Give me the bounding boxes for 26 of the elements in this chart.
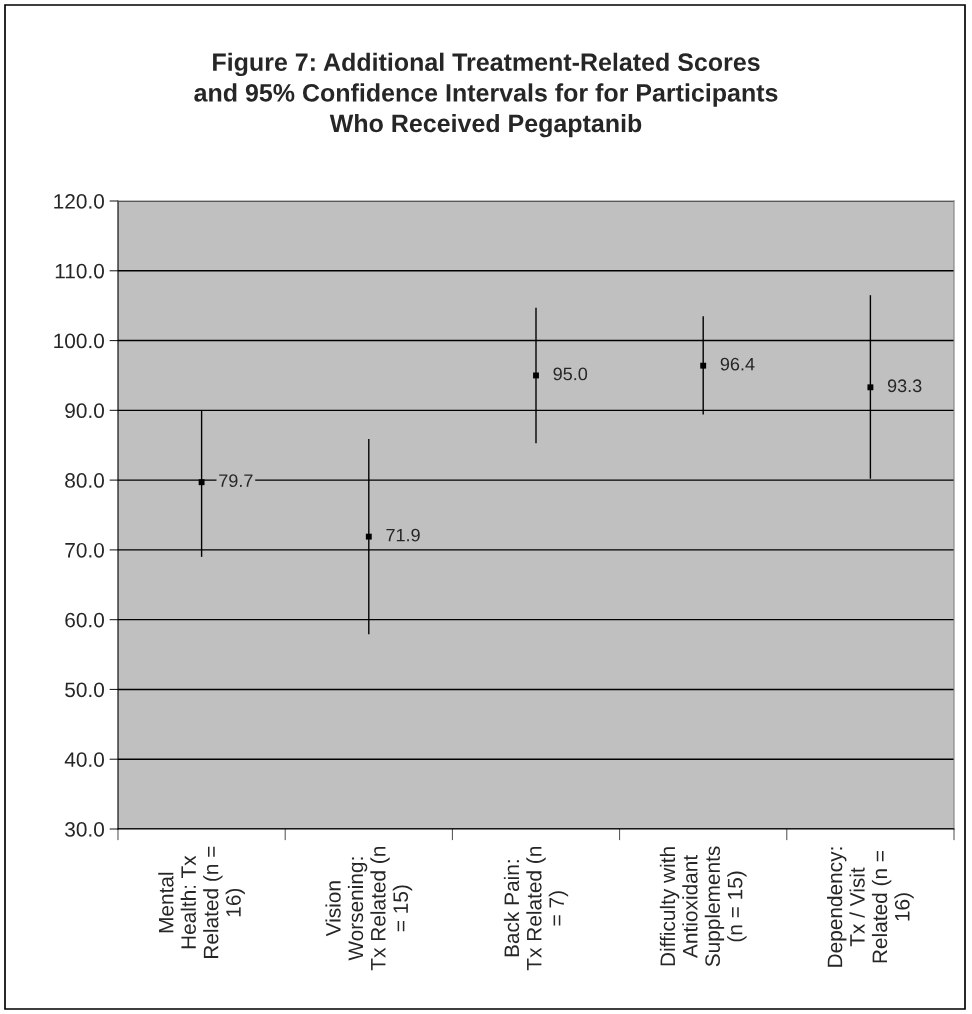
data-label: 95.0 <box>553 367 588 381</box>
data-label: 71.9 <box>386 528 420 542</box>
data-label: 93.3 <box>887 379 922 393</box>
y-tick-label: 70.0 <box>65 542 104 558</box>
y-tick-label: 50.0 <box>65 682 104 698</box>
x-tick-label: Vision Worsening: Tx Related (n = 15) <box>325 847 413 971</box>
x-tick-label: Mental Health: Tx Related (n = 16) <box>158 846 245 959</box>
y-tick-label: 110.0 <box>55 263 104 279</box>
point <box>365 533 372 540</box>
y-tick-label: 30.0 <box>65 822 104 837</box>
y-tick-label: 40.0 <box>64 752 104 767</box>
data-label: 79.7 <box>219 474 253 488</box>
y-tick-label: 100.0 <box>54 333 104 349</box>
x-tick-label: Difficulty with Antioxidant Supplements (n = 15) <box>659 846 747 967</box>
point <box>867 384 874 391</box>
point <box>198 479 205 486</box>
point <box>533 372 539 379</box>
data-label: 96.4 <box>720 357 755 371</box>
point <box>700 362 707 369</box>
x-tick-label: Back Pain: Tx Related (n = 7) <box>503 847 569 971</box>
y-tick-label: 90.0 <box>65 403 104 419</box>
y-tick-label: 80.0 <box>65 473 104 488</box>
y-tick-label: 120.0 <box>54 194 104 209</box>
y-tick-label: 60.0 <box>65 612 104 628</box>
chart-title: Figure 7: Additional Treatment-Related Scores and 95% Confidence Intervals for for Participants Who Received Pegaptanib <box>194 52 778 138</box>
x-tick-label: Dependency: Tx / Visit Related (n = 16) <box>827 847 914 967</box>
